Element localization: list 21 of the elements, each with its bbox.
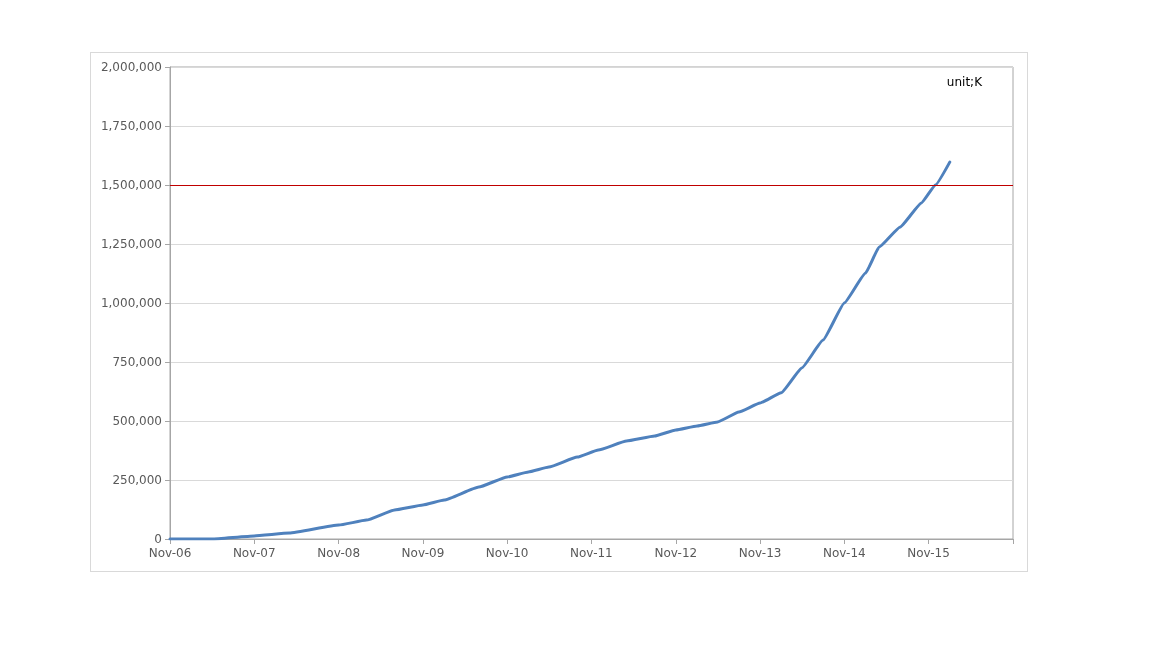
y-tick-label: 1,000,000: [100, 296, 162, 310]
x-tick-label: Nov-11: [570, 546, 613, 560]
x-tick-label: Nov-07: [232, 546, 276, 560]
y-tick-label: 250,000: [112, 473, 162, 487]
x-tick-label: Nov-06: [148, 546, 192, 560]
x-tick-label: Nov-14: [822, 546, 866, 560]
y-tick-label: 1,500,000: [100, 178, 162, 192]
x-tick-label: Nov-13: [738, 546, 782, 560]
y-tick-label: 1,250,000: [100, 237, 162, 251]
x-tick-label: Nov-09: [401, 546, 445, 560]
line-series: [168, 160, 952, 541]
annotation: unit;K: [946, 75, 984, 89]
x-tick-label: Nov-12: [654, 546, 698, 560]
y-tick-label: 750,000: [112, 355, 162, 369]
x-tick-label: Nov-15: [907, 546, 950, 560]
y-tick-label: 2,000,000: [100, 60, 162, 74]
x-tick-label: Nov-08: [317, 546, 361, 560]
y-tick-label: 1,750,000: [100, 119, 162, 133]
y-tick-label: 0: [154, 532, 162, 546]
x-tick-label: Nov-10: [485, 546, 529, 560]
y-tick-label: 500,000: [112, 414, 162, 428]
